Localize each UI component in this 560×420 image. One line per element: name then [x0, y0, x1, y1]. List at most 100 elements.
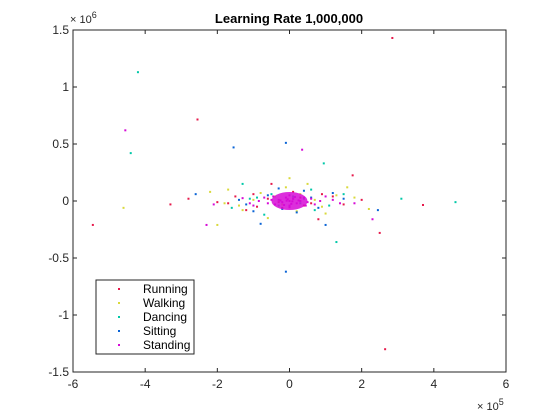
- data-point: [223, 202, 226, 205]
- data-point: [367, 207, 370, 210]
- data-point: [205, 223, 208, 226]
- data-point: [331, 192, 334, 195]
- data-point: [324, 212, 327, 215]
- data-point: [422, 203, 425, 206]
- data-point: [360, 198, 363, 201]
- legend-marker: [118, 302, 120, 304]
- data-point: [319, 200, 322, 202]
- legend-item-running: Running: [118, 282, 188, 296]
- svg-text:× 106: × 106: [70, 10, 97, 26]
- data-point: [454, 201, 457, 204]
- x-tick-label: 0: [286, 377, 293, 391]
- data-point: [324, 223, 327, 226]
- data-point: [322, 162, 325, 165]
- x-tick-label: 6: [503, 377, 510, 391]
- data-point: [331, 198, 334, 201]
- data-point: [266, 194, 269, 197]
- data-point: [216, 201, 219, 204]
- data-point: [248, 202, 251, 205]
- data-point: [284, 270, 287, 273]
- data-point: [320, 193, 323, 196]
- data-point: [245, 209, 248, 212]
- data-point: [196, 118, 199, 121]
- data-point: [353, 202, 356, 205]
- data-point: [270, 198, 273, 201]
- y-tick-label: 1.5: [52, 23, 69, 37]
- data-point: [216, 223, 219, 226]
- data-point: [313, 198, 316, 201]
- data-point: [187, 197, 190, 200]
- data-point: [310, 197, 313, 200]
- data-point: [234, 195, 237, 198]
- x-tick-label: 4: [430, 377, 437, 391]
- data-point: [248, 197, 251, 200]
- data-point: [91, 223, 94, 226]
- x-exponent-power: 5: [499, 397, 504, 407]
- y-exponent-label: × 106: [70, 10, 97, 26]
- data-point: [292, 190, 295, 193]
- legend-label: Walking: [143, 296, 185, 310]
- data-point: [310, 202, 313, 205]
- y-exponent-power: 6: [92, 10, 97, 20]
- data-point: [122, 206, 125, 209]
- data-point: [288, 177, 291, 180]
- data-point: [266, 202, 269, 205]
- data-point: [306, 182, 309, 185]
- y-tick-label: -1.5: [48, 365, 69, 379]
- data-point: [241, 209, 244, 212]
- data-point: [313, 203, 316, 206]
- data-point: [263, 213, 266, 216]
- data-point: [270, 193, 273, 196]
- svg-text:× 105: × 105: [477, 397, 504, 413]
- data-point: [324, 195, 327, 198]
- legend-item-standing: Standing: [118, 338, 190, 352]
- data-point: [230, 206, 233, 209]
- x-tick-label: -4: [140, 377, 151, 391]
- data-point: [342, 193, 345, 196]
- legend-label: Sitting: [143, 324, 176, 338]
- legend-label: Running: [143, 282, 188, 296]
- axis-ticks: -6 -4 -2 0 2 4 6 1.5 1 0.5 0 -0.5 -1 -1.5: [48, 23, 509, 391]
- data-point: [301, 148, 304, 151]
- x-tick-label: 2: [358, 377, 365, 391]
- data-point: [272, 195, 275, 198]
- data-point: [339, 202, 342, 205]
- data-point: [136, 71, 139, 74]
- data-point: [317, 218, 320, 221]
- data-point: [400, 197, 403, 200]
- legend-item-walking: Walking: [118, 296, 185, 310]
- data-point: [194, 193, 197, 196]
- data-point: [295, 211, 298, 214]
- data-point: [124, 129, 127, 132]
- data-point: [378, 231, 381, 234]
- data-point: [328, 204, 331, 207]
- data-point: [256, 205, 259, 208]
- y-exponent-base: × 10: [70, 14, 92, 26]
- y-tick-label: 1: [62, 80, 69, 94]
- data-point: [331, 195, 334, 198]
- data-point: [284, 186, 287, 189]
- data-point: [209, 190, 212, 193]
- data-point: [259, 222, 262, 225]
- data-point: [342, 197, 345, 200]
- data-point: [335, 194, 338, 197]
- legend-marker: [118, 316, 120, 318]
- data-point: [129, 152, 132, 155]
- data-point: [266, 217, 269, 220]
- data-point: [391, 36, 394, 39]
- data-point: [227, 202, 230, 205]
- data-point: [232, 146, 235, 149]
- data-point: [304, 204, 307, 207]
- y-tick-label: 0.5: [52, 137, 69, 151]
- x-tick-label: -6: [68, 377, 79, 391]
- legend-marker: [118, 344, 120, 346]
- y-tick-label: 0: [62, 194, 69, 208]
- data-point: [270, 182, 273, 185]
- data-point: [342, 203, 345, 206]
- data-point: [263, 196, 266, 199]
- data-point: [302, 189, 305, 192]
- data-point: [237, 198, 240, 201]
- data-point: [252, 204, 255, 207]
